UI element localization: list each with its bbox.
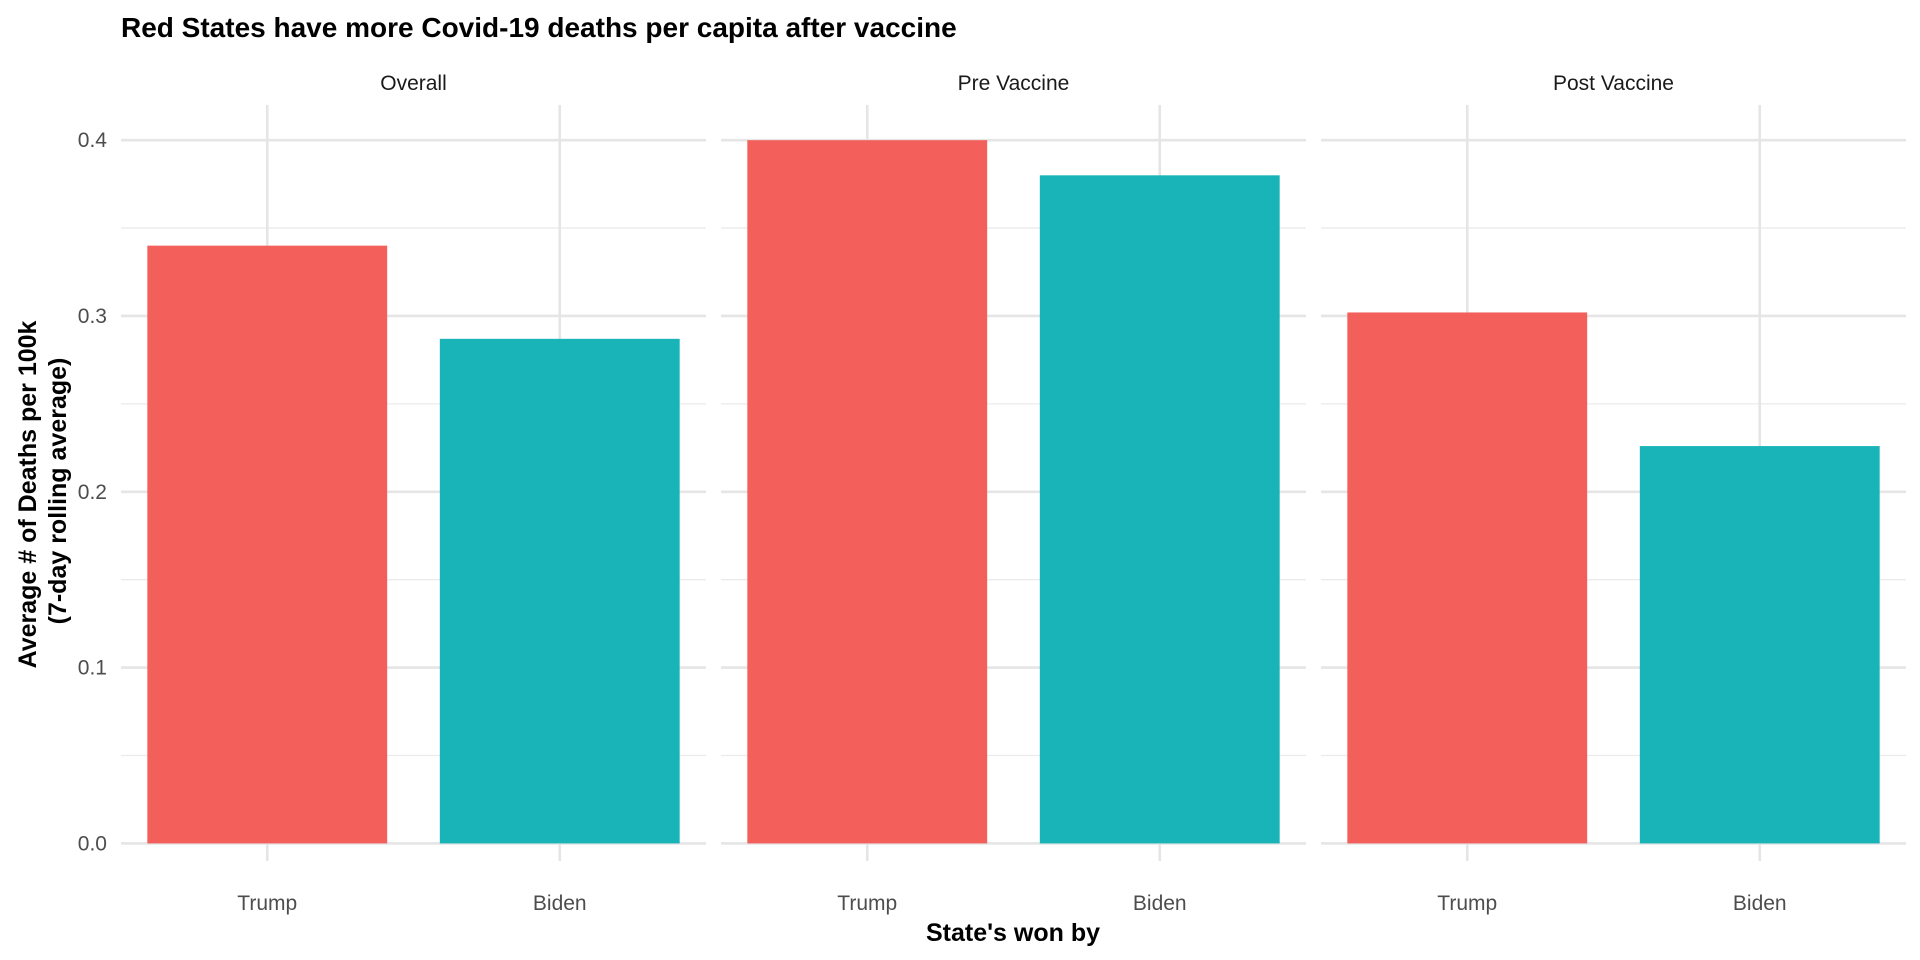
facet-label: Overall [380,72,447,95]
bar-trump [147,245,388,844]
x-tick-label: Biden [1733,892,1787,915]
x-tick-label: Trump [837,892,897,915]
y-axis-title-line-2: (7-day rolling average) [44,358,72,625]
bar-biden [439,338,680,844]
y-tick-label: 0.0 [78,832,107,855]
facet-panel: Trump Biden Overall [121,72,706,915]
bar-biden [1639,446,1880,844]
y-tick-label: 0.1 [78,657,107,680]
facet-label: Pre Vaccine [958,72,1070,95]
x-tick-label: Biden [533,892,587,915]
x-tick-label: Biden [1133,892,1187,915]
facet-panel: Trump Biden Pre Vaccine [721,72,1306,915]
facet-panel: Trump Biden Post Vaccine [1321,72,1906,915]
y-tick-label: 0.3 [78,305,107,328]
y-axis-title-line-1: Average # of Deaths per 100k [14,320,42,668]
y-tick-label: 0.2 [78,481,107,504]
x-tick-label: Trump [237,892,297,915]
bar-biden [1039,175,1280,844]
bar-trump [747,140,988,844]
x-tick-label: Trump [1437,892,1497,915]
chart-title: Red States have more Covid-19 deaths per… [121,12,957,43]
facet-label: Post Vaccine [1553,72,1674,95]
bar-trump [1347,312,1588,844]
facet-panels: 0.0 0.1 0.2 0.3 0.4 Trump Biden Overall Trump Bid… [78,72,1906,915]
x-axis-title: State's won by [926,919,1100,947]
y-tick-label: 0.4 [78,129,108,152]
y-axis-title: Average # of Deaths per 100k (7-day roll… [14,314,72,669]
